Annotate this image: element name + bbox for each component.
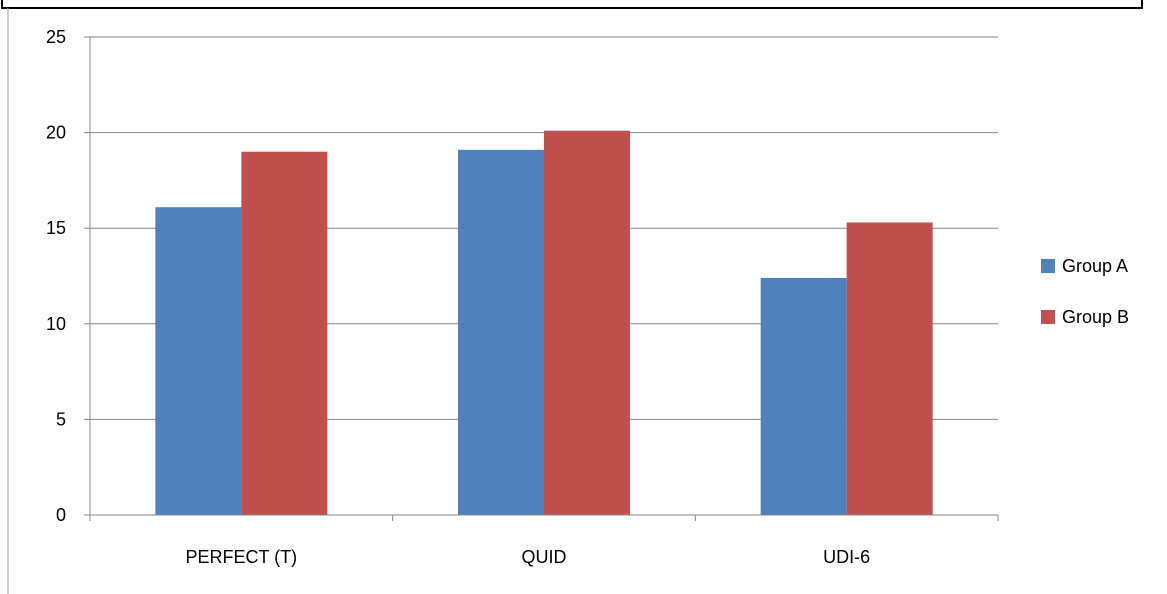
- x-category-label: UDI-6: [823, 547, 870, 567]
- bar-group-a: [760, 277, 847, 515]
- legend-swatch: [1041, 259, 1055, 273]
- bar-group-b: [846, 222, 933, 516]
- y-tick-labels: 0 5 10 15 20 25: [46, 27, 66, 525]
- bar-group-a: [155, 207, 242, 515]
- y-tick-label: 0: [56, 505, 66, 525]
- chart-border-top: [1, 0, 1143, 9]
- x-category-label: QUID: [522, 547, 567, 567]
- y-tick-label: 5: [56, 409, 66, 429]
- y-tick-label: 25: [46, 27, 66, 47]
- legend: Group A Group B: [1041, 256, 1129, 327]
- legend-label: Group B: [1062, 307, 1129, 327]
- legend-label: Group A: [1062, 256, 1128, 276]
- y-tick-label: 15: [46, 218, 66, 238]
- x-category-labels: PERFECT (T) QUID UDI-6: [185, 547, 870, 567]
- bar-group-b: [241, 151, 328, 515]
- y-tick-label: 20: [46, 123, 66, 143]
- x-category-label: PERFECT (T): [185, 547, 297, 567]
- legend-swatch: [1041, 310, 1055, 324]
- bars: [155, 130, 933, 516]
- y-tick-label: 10: [46, 314, 66, 334]
- bar-group-b: [544, 130, 630, 516]
- bar-group-a: [458, 149, 544, 516]
- axes: [84, 36, 999, 521]
